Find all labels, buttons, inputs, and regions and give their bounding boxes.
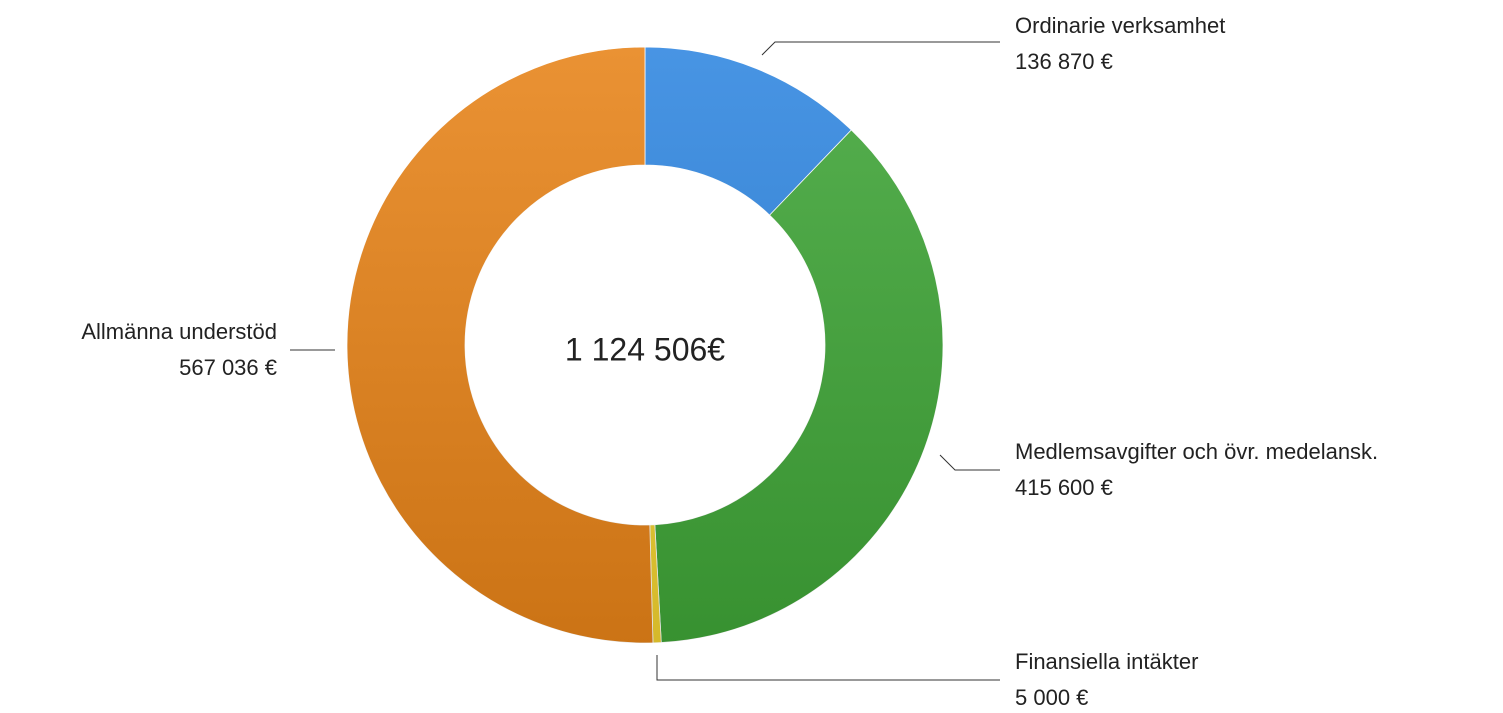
value-label: 136 870 € — [1015, 49, 1113, 74]
value-label: 415 600 € — [1015, 475, 1113, 500]
leader-line — [656, 655, 1000, 681]
value-label: 5 000 € — [1015, 685, 1088, 710]
leader-line — [761, 41, 1000, 56]
value-label: 567 036 € — [179, 355, 277, 380]
center-label: 1 124 506€ — [565, 331, 725, 367]
slice-label: Medlemsavgifter och övr. medelansk. — [1015, 439, 1378, 464]
slice-label: Finansiella intäkter — [1015, 649, 1198, 674]
slice-label: Ordinarie verksamhet — [1015, 13, 1225, 38]
donut-slice — [654, 129, 944, 643]
slice-label: Allmänna understöd — [81, 319, 277, 344]
leader-line — [939, 454, 1000, 471]
